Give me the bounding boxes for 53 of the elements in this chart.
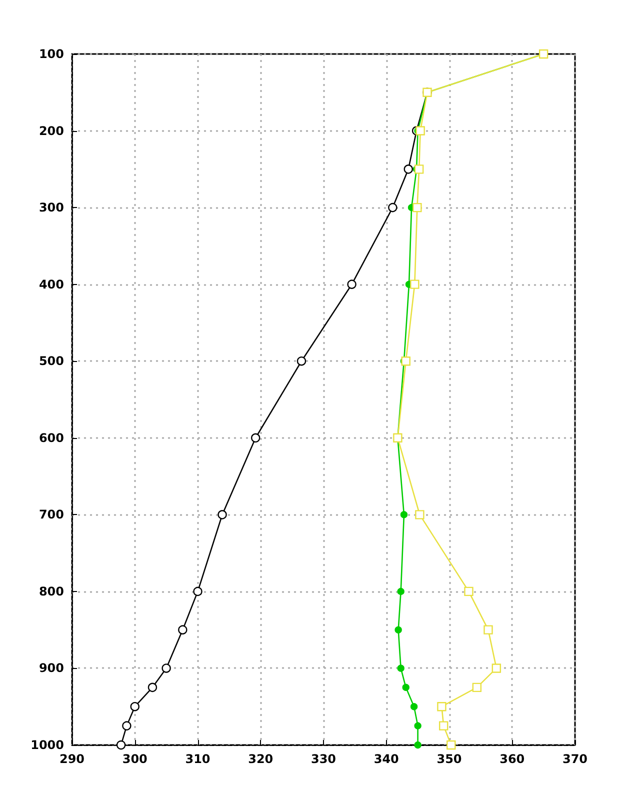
x-tick-label: 340 bbox=[374, 752, 399, 766]
point bbox=[296, 356, 306, 366]
y-tick-label: 100 bbox=[38, 47, 64, 61]
point bbox=[193, 586, 202, 596]
point bbox=[116, 740, 126, 750]
point bbox=[437, 702, 446, 712]
x-tick-label: 320 bbox=[248, 752, 274, 766]
point bbox=[130, 702, 140, 712]
y-tick-label: 600 bbox=[38, 430, 64, 445]
y-tick-label: 500 bbox=[38, 354, 64, 368]
point bbox=[415, 510, 424, 520]
point bbox=[162, 664, 171, 673]
point bbox=[410, 703, 418, 710]
y-tick-label: 300 bbox=[38, 200, 64, 215]
y-tick-label: 900 bbox=[38, 661, 64, 676]
point bbox=[388, 202, 398, 212]
point bbox=[347, 280, 356, 289]
point bbox=[401, 356, 410, 366]
point bbox=[484, 625, 493, 634]
point bbox=[218, 510, 227, 520]
x-tick-label: 310 bbox=[185, 752, 210, 766]
x-tick-label: 300 bbox=[122, 752, 148, 766]
point bbox=[414, 741, 422, 749]
x-tick-label: 370 bbox=[562, 752, 588, 766]
point bbox=[446, 740, 456, 750]
point bbox=[400, 511, 408, 518]
point bbox=[122, 721, 132, 730]
point bbox=[464, 586, 474, 596]
point bbox=[251, 433, 260, 442]
y-tick-label: 400 bbox=[38, 277, 64, 292]
point bbox=[397, 664, 404, 672]
y-tick-label: 1000 bbox=[30, 738, 64, 752]
point bbox=[404, 164, 413, 174]
y-tick-label: 700 bbox=[38, 508, 64, 522]
x-tick-label: 350 bbox=[436, 752, 462, 766]
x-tick-label: 360 bbox=[500, 752, 525, 766]
point bbox=[178, 625, 188, 634]
point bbox=[438, 721, 448, 730]
x-tick-label: 330 bbox=[310, 752, 336, 766]
point bbox=[414, 164, 424, 174]
y-tick-label: 200 bbox=[38, 124, 64, 138]
point bbox=[414, 722, 422, 730]
point bbox=[410, 280, 420, 289]
point bbox=[416, 126, 425, 136]
y-tick-label: 800 bbox=[38, 584, 64, 598]
point bbox=[148, 682, 158, 692]
point bbox=[412, 202, 422, 212]
point bbox=[492, 664, 502, 673]
point bbox=[394, 626, 402, 634]
point bbox=[472, 682, 482, 692]
point bbox=[402, 684, 410, 692]
x-tick-label: 290 bbox=[59, 752, 85, 766]
point bbox=[397, 588, 404, 596]
